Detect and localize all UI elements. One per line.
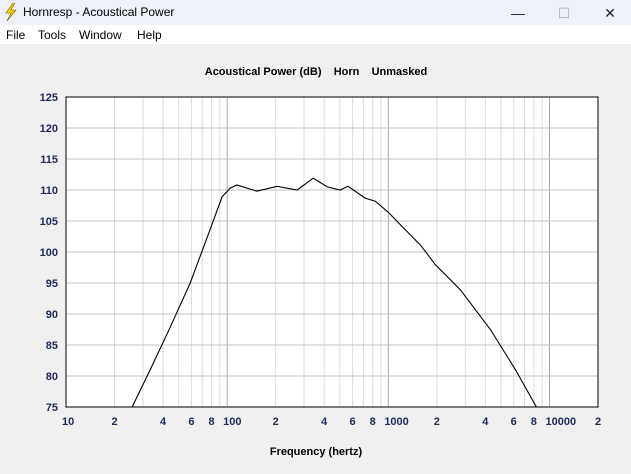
title-bar: Hornresp - Acoustical Power — ☐ ✕ [0, 0, 631, 25]
x-tick-label: 6 [511, 416, 517, 428]
x-tick-label: 2 [595, 416, 601, 428]
plot-frame [65, 96, 599, 408]
series-line [131, 177, 537, 408]
x-tick-label: 6 [188, 416, 194, 428]
y-tick-label: 125 [40, 92, 58, 104]
menu-window[interactable]: Window [79, 28, 122, 42]
y-tick-label: 120 [40, 123, 58, 135]
maximize-button[interactable]: ☐ [557, 5, 571, 21]
chart-title: Acoustical Power (dB) Horn Unmasked [205, 66, 428, 78]
close-button[interactable]: ✕ [604, 5, 616, 21]
x-tick-label: 4 [160, 416, 167, 428]
menu-file[interactable]: File [6, 28, 26, 42]
x-tick-label: 100 [223, 416, 241, 428]
x-axis-label: Frequency (hertz) [270, 446, 363, 458]
y-tick-label: 100 [40, 247, 58, 259]
x-tick-label: 4 [321, 416, 328, 428]
y-tick-label: 105 [40, 216, 58, 228]
y-tick-label: 115 [40, 154, 58, 166]
y-tick-label: 75 [46, 402, 58, 414]
x-tick-label: 1000 [384, 416, 408, 428]
x-tick-label: 2 [111, 416, 117, 428]
x-tick-label: 2 [273, 416, 279, 428]
x-tick-label: 6 [350, 416, 356, 428]
menu-bar: File Tools Window Help [0, 25, 631, 44]
x-tick-label: 8 [208, 416, 214, 428]
x-tick-label: 8 [531, 416, 537, 428]
y-tick-label: 110 [40, 185, 58, 197]
window-title: Hornresp - Acoustical Power [23, 5, 175, 19]
menu-help[interactable]: Help [137, 28, 162, 42]
chart: Acoustical Power (dB) Horn Unmasked 75 80… [40, 66, 601, 458]
x-tick-label: 4 [482, 416, 489, 428]
menu-tools[interactable]: Tools [38, 28, 67, 42]
y-tick-label: 95 [46, 278, 58, 290]
x-tick-label: 2 [434, 416, 440, 428]
x-tick-label: 8 [370, 416, 376, 428]
minimize-button[interactable]: — [511, 5, 525, 21]
y-tick-label: 80 [46, 371, 58, 383]
x-tick-label: 10 [62, 416, 74, 428]
y-tick-label: 90 [46, 309, 58, 321]
app-lightning-icon [5, 3, 17, 21]
x-tick-label: 10000 [545, 416, 576, 428]
y-tick-label: 85 [46, 340, 58, 352]
